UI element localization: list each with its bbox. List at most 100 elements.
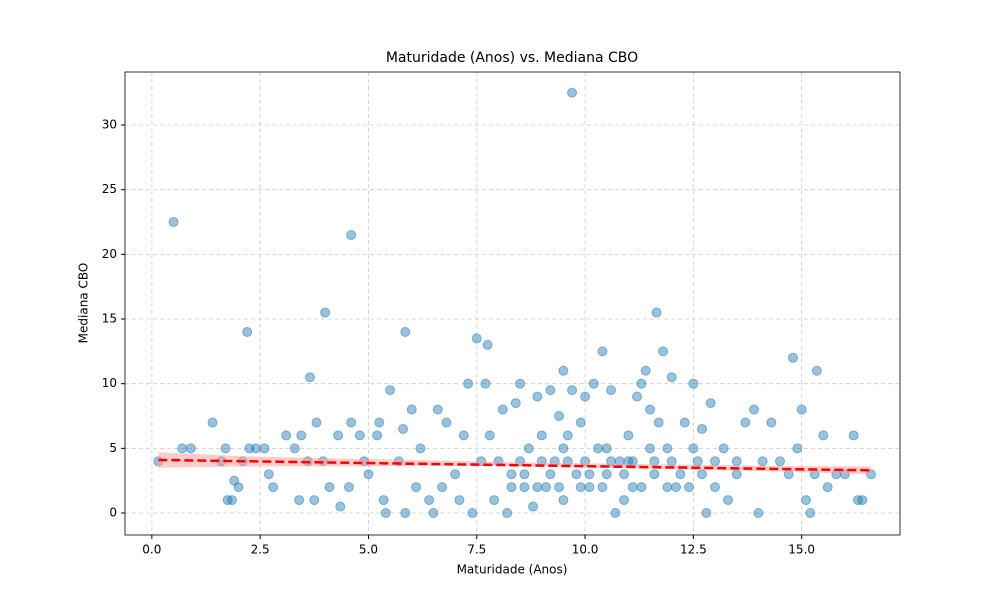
point <box>523 443 534 454</box>
x-tick-label: 0.0 <box>142 543 161 557</box>
point <box>324 482 335 493</box>
point <box>497 404 508 415</box>
point <box>528 501 539 512</box>
point <box>398 423 409 434</box>
point <box>519 482 530 493</box>
point <box>432 404 443 415</box>
point <box>467 508 478 519</box>
point <box>796 404 807 415</box>
point <box>177 443 188 454</box>
point <box>454 495 465 506</box>
y-tick-label: 0 <box>109 506 117 520</box>
regression-line <box>158 458 871 472</box>
y-tick-label: 5 <box>109 441 117 455</box>
point <box>749 404 760 415</box>
point <box>289 443 300 454</box>
point <box>818 430 829 441</box>
point <box>651 307 662 318</box>
point <box>242 326 253 337</box>
point <box>263 469 274 480</box>
point <box>567 87 578 98</box>
point <box>645 404 656 415</box>
point <box>471 333 482 344</box>
x-tick-label: 12.5 <box>680 543 707 557</box>
point <box>168 217 179 228</box>
point <box>506 482 517 493</box>
point <box>710 482 721 493</box>
point <box>697 423 708 434</box>
point <box>701 508 712 519</box>
point <box>718 443 729 454</box>
point <box>575 482 586 493</box>
point <box>619 495 630 506</box>
point <box>601 469 612 480</box>
point <box>571 469 582 480</box>
point <box>627 482 638 493</box>
point <box>666 456 677 467</box>
x-tick-label: 5.0 <box>359 543 378 557</box>
y-tick-label: 15 <box>102 312 117 326</box>
y-tick-label: 25 <box>102 182 117 196</box>
plot-frame <box>124 71 901 536</box>
point <box>645 443 656 454</box>
point <box>450 469 461 480</box>
point <box>463 378 474 389</box>
point <box>597 482 608 493</box>
point <box>805 508 816 519</box>
point <box>632 391 643 402</box>
x-tick-label: 7.5 <box>467 543 486 557</box>
point <box>335 501 346 512</box>
point <box>688 378 699 389</box>
point <box>610 508 621 519</box>
point <box>740 417 751 428</box>
point <box>653 417 664 428</box>
point <box>424 495 435 506</box>
point <box>588 378 599 389</box>
point <box>593 443 604 454</box>
point <box>372 430 383 441</box>
x-tick-label: 10.0 <box>572 543 599 557</box>
point <box>666 372 677 383</box>
point <box>482 339 493 350</box>
point <box>723 495 734 506</box>
point <box>675 469 686 480</box>
point <box>374 417 385 428</box>
point <box>510 398 521 409</box>
point <box>311 417 322 428</box>
point <box>415 443 426 454</box>
point <box>766 417 777 428</box>
point <box>541 482 552 493</box>
point <box>545 385 556 396</box>
point <box>400 326 411 337</box>
point <box>437 482 448 493</box>
point <box>406 404 417 415</box>
chart-title: Maturidade (Anos) vs. Mediana CBO <box>386 50 638 66</box>
point <box>684 482 695 493</box>
point <box>775 456 786 467</box>
point <box>515 378 526 389</box>
point <box>502 508 513 519</box>
point <box>636 378 647 389</box>
point <box>294 495 305 506</box>
point <box>320 307 331 318</box>
point <box>441 417 452 428</box>
point <box>296 430 307 441</box>
point <box>731 456 742 467</box>
point <box>640 365 651 376</box>
point <box>309 495 320 506</box>
point <box>304 372 315 383</box>
point <box>705 398 716 409</box>
point <box>606 385 617 396</box>
point <box>380 508 391 519</box>
point <box>753 508 764 519</box>
point <box>800 495 811 506</box>
y-tick-label: 30 <box>102 118 117 132</box>
point <box>250 443 261 454</box>
point <box>532 391 543 402</box>
point <box>333 430 344 441</box>
point <box>757 456 768 467</box>
y-axis-label: Mediana CBO <box>77 263 91 344</box>
point <box>220 443 231 454</box>
y-tick-label: 10 <box>102 376 117 390</box>
